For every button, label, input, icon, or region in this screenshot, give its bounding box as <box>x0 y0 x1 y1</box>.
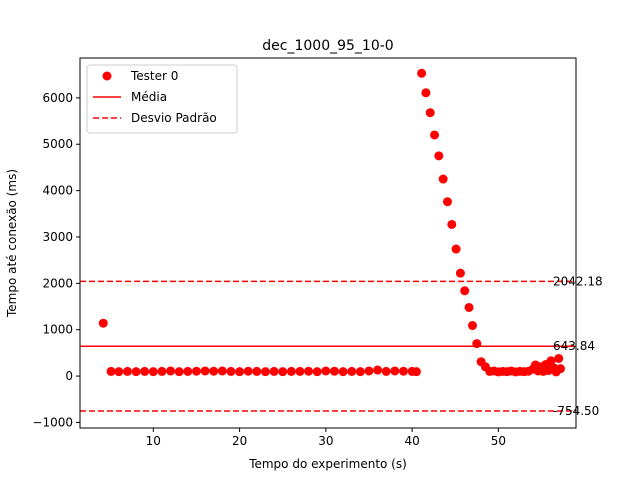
data-point <box>381 366 391 376</box>
data-point <box>157 366 167 376</box>
data-point <box>140 366 150 376</box>
data-point <box>373 365 383 375</box>
data-point <box>338 367 348 377</box>
data-point <box>304 366 314 376</box>
data-point <box>421 88 431 98</box>
data-point <box>295 366 305 376</box>
data-point <box>183 366 193 376</box>
data-point <box>398 366 408 376</box>
y-tick-label: 0 <box>65 369 73 383</box>
data-point <box>260 367 270 377</box>
y-tick-label: 1000 <box>42 323 73 337</box>
legend-label-desvio: Desvio Padrão <box>131 111 217 125</box>
data-point <box>411 367 421 377</box>
data-point <box>278 367 288 377</box>
data-point <box>200 366 210 376</box>
data-point <box>226 366 236 376</box>
data-point <box>166 366 176 376</box>
legend-marker-icon <box>102 71 112 81</box>
plot-area <box>79 57 577 429</box>
reference-line-value-label: -754.50 <box>553 404 599 418</box>
data-point <box>425 108 435 118</box>
data-point <box>355 367 365 377</box>
data-point <box>390 366 400 376</box>
data-point <box>235 367 245 377</box>
legend: Tester 0 Média Desvio Padrão <box>86 64 238 134</box>
data-point <box>217 366 227 376</box>
legend-box <box>86 64 238 134</box>
data-point <box>312 367 322 377</box>
data-point <box>252 366 262 376</box>
data-points <box>98 68 565 377</box>
data-point <box>329 366 339 376</box>
data-point <box>472 339 482 349</box>
data-point <box>286 366 296 376</box>
data-point <box>451 244 461 254</box>
x-axis-label: Tempo do experimento (s) <box>248 457 407 471</box>
chart-title: dec_1000_95_10-0 <box>262 38 393 54</box>
data-point <box>148 367 158 377</box>
x-tick-label: 30 <box>318 434 333 448</box>
y-tick-label: 5000 <box>42 137 73 151</box>
data-point <box>122 366 132 376</box>
data-point <box>554 353 564 363</box>
data-point <box>364 366 374 376</box>
reference-line-labels: 643.84 2042.18 -754.50 <box>553 274 603 418</box>
legend-label-tester: Tester 0 <box>130 69 178 83</box>
x-axis-ticks: 10 20 30 40 50 <box>146 428 506 448</box>
data-point <box>209 366 219 376</box>
reference-lines <box>80 280 576 412</box>
data-point <box>131 367 141 377</box>
y-tick-label: 2000 <box>42 276 73 290</box>
data-point <box>243 366 253 376</box>
data-point <box>321 366 331 376</box>
x-tick-label: 50 <box>491 434 506 448</box>
x-tick-label: 40 <box>404 434 419 448</box>
y-axis-ticks: −1000 0 1000 2000 3000 4000 5000 6000 <box>32 91 80 429</box>
x-tick-label: 20 <box>232 434 247 448</box>
data-point <box>114 367 124 377</box>
data-point <box>438 174 448 184</box>
data-point <box>460 286 470 296</box>
reference-line-value-label: 643.84 <box>553 339 595 353</box>
data-point <box>464 302 474 312</box>
data-point <box>106 366 116 376</box>
data-point <box>430 130 440 140</box>
data-point <box>174 367 184 377</box>
data-point <box>447 219 457 229</box>
data-point <box>555 364 565 374</box>
y-tick-label: 4000 <box>42 184 73 198</box>
y-tick-label: 3000 <box>42 230 73 244</box>
data-point <box>455 268 465 278</box>
data-point <box>347 366 357 376</box>
data-point <box>98 318 108 328</box>
data-point <box>434 151 444 161</box>
data-point <box>417 68 427 78</box>
data-point <box>467 321 477 331</box>
data-point <box>191 366 201 376</box>
data-point <box>546 356 556 366</box>
reference-line-value-label: 2042.18 <box>553 274 603 288</box>
data-point <box>269 366 279 376</box>
legend-label-media: Média <box>131 90 167 104</box>
y-axis-label: Tempo até conexão (ms) <box>5 169 19 318</box>
data-point <box>442 197 452 207</box>
x-tick-label: 10 <box>146 434 161 448</box>
y-tick-label: −1000 <box>32 415 73 429</box>
y-tick-label: 6000 <box>42 91 73 105</box>
plot-frame <box>79 57 577 429</box>
